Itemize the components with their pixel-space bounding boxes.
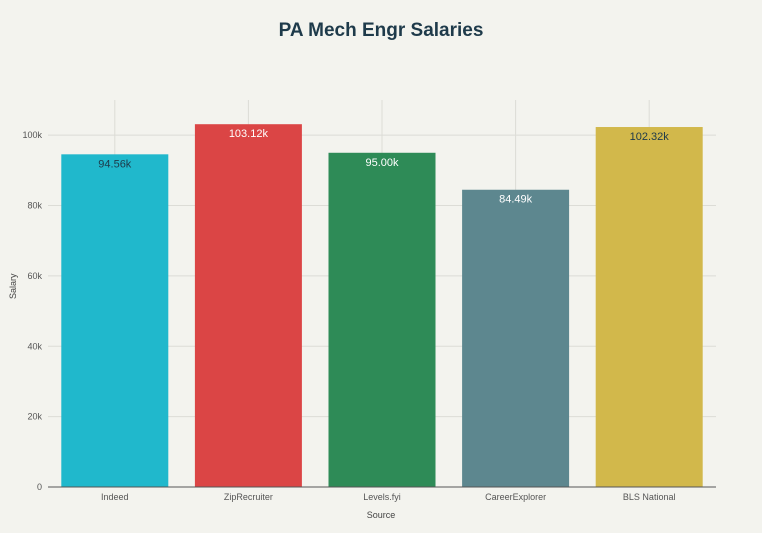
bar-data-label: 102.32k	[630, 131, 670, 143]
bar	[61, 154, 169, 487]
y-tick-label: 100k	[22, 130, 42, 140]
bar-data-label: 103.12k	[229, 128, 269, 140]
bar	[328, 152, 436, 488]
x-tick-label: ZipRecruiter	[224, 492, 273, 502]
chart-title: PA Mech Engr Salaries	[278, 20, 484, 41]
x-tick-label: BLS National	[623, 492, 676, 502]
y-tick-label: 40k	[27, 341, 42, 351]
y-tick-label: 80k	[27, 201, 42, 211]
x-tick-label: Levels.fyi	[363, 492, 401, 502]
bar-data-label: 95.00k	[365, 157, 399, 169]
y-tick-label: 20k	[27, 412, 42, 422]
bar	[595, 127, 703, 487]
bar-data-label: 94.56k	[98, 158, 132, 170]
bar	[194, 124, 302, 488]
x-tick-label: CareerExplorer	[485, 492, 546, 502]
y-tick-label: 0	[37, 482, 42, 492]
x-axis-title: Source	[366, 510, 396, 520]
x-tick-label: Indeed	[101, 492, 129, 502]
bar	[462, 189, 570, 487]
bar-data-label: 84.49k	[499, 194, 533, 206]
y-tick-label: 60k	[27, 271, 42, 281]
